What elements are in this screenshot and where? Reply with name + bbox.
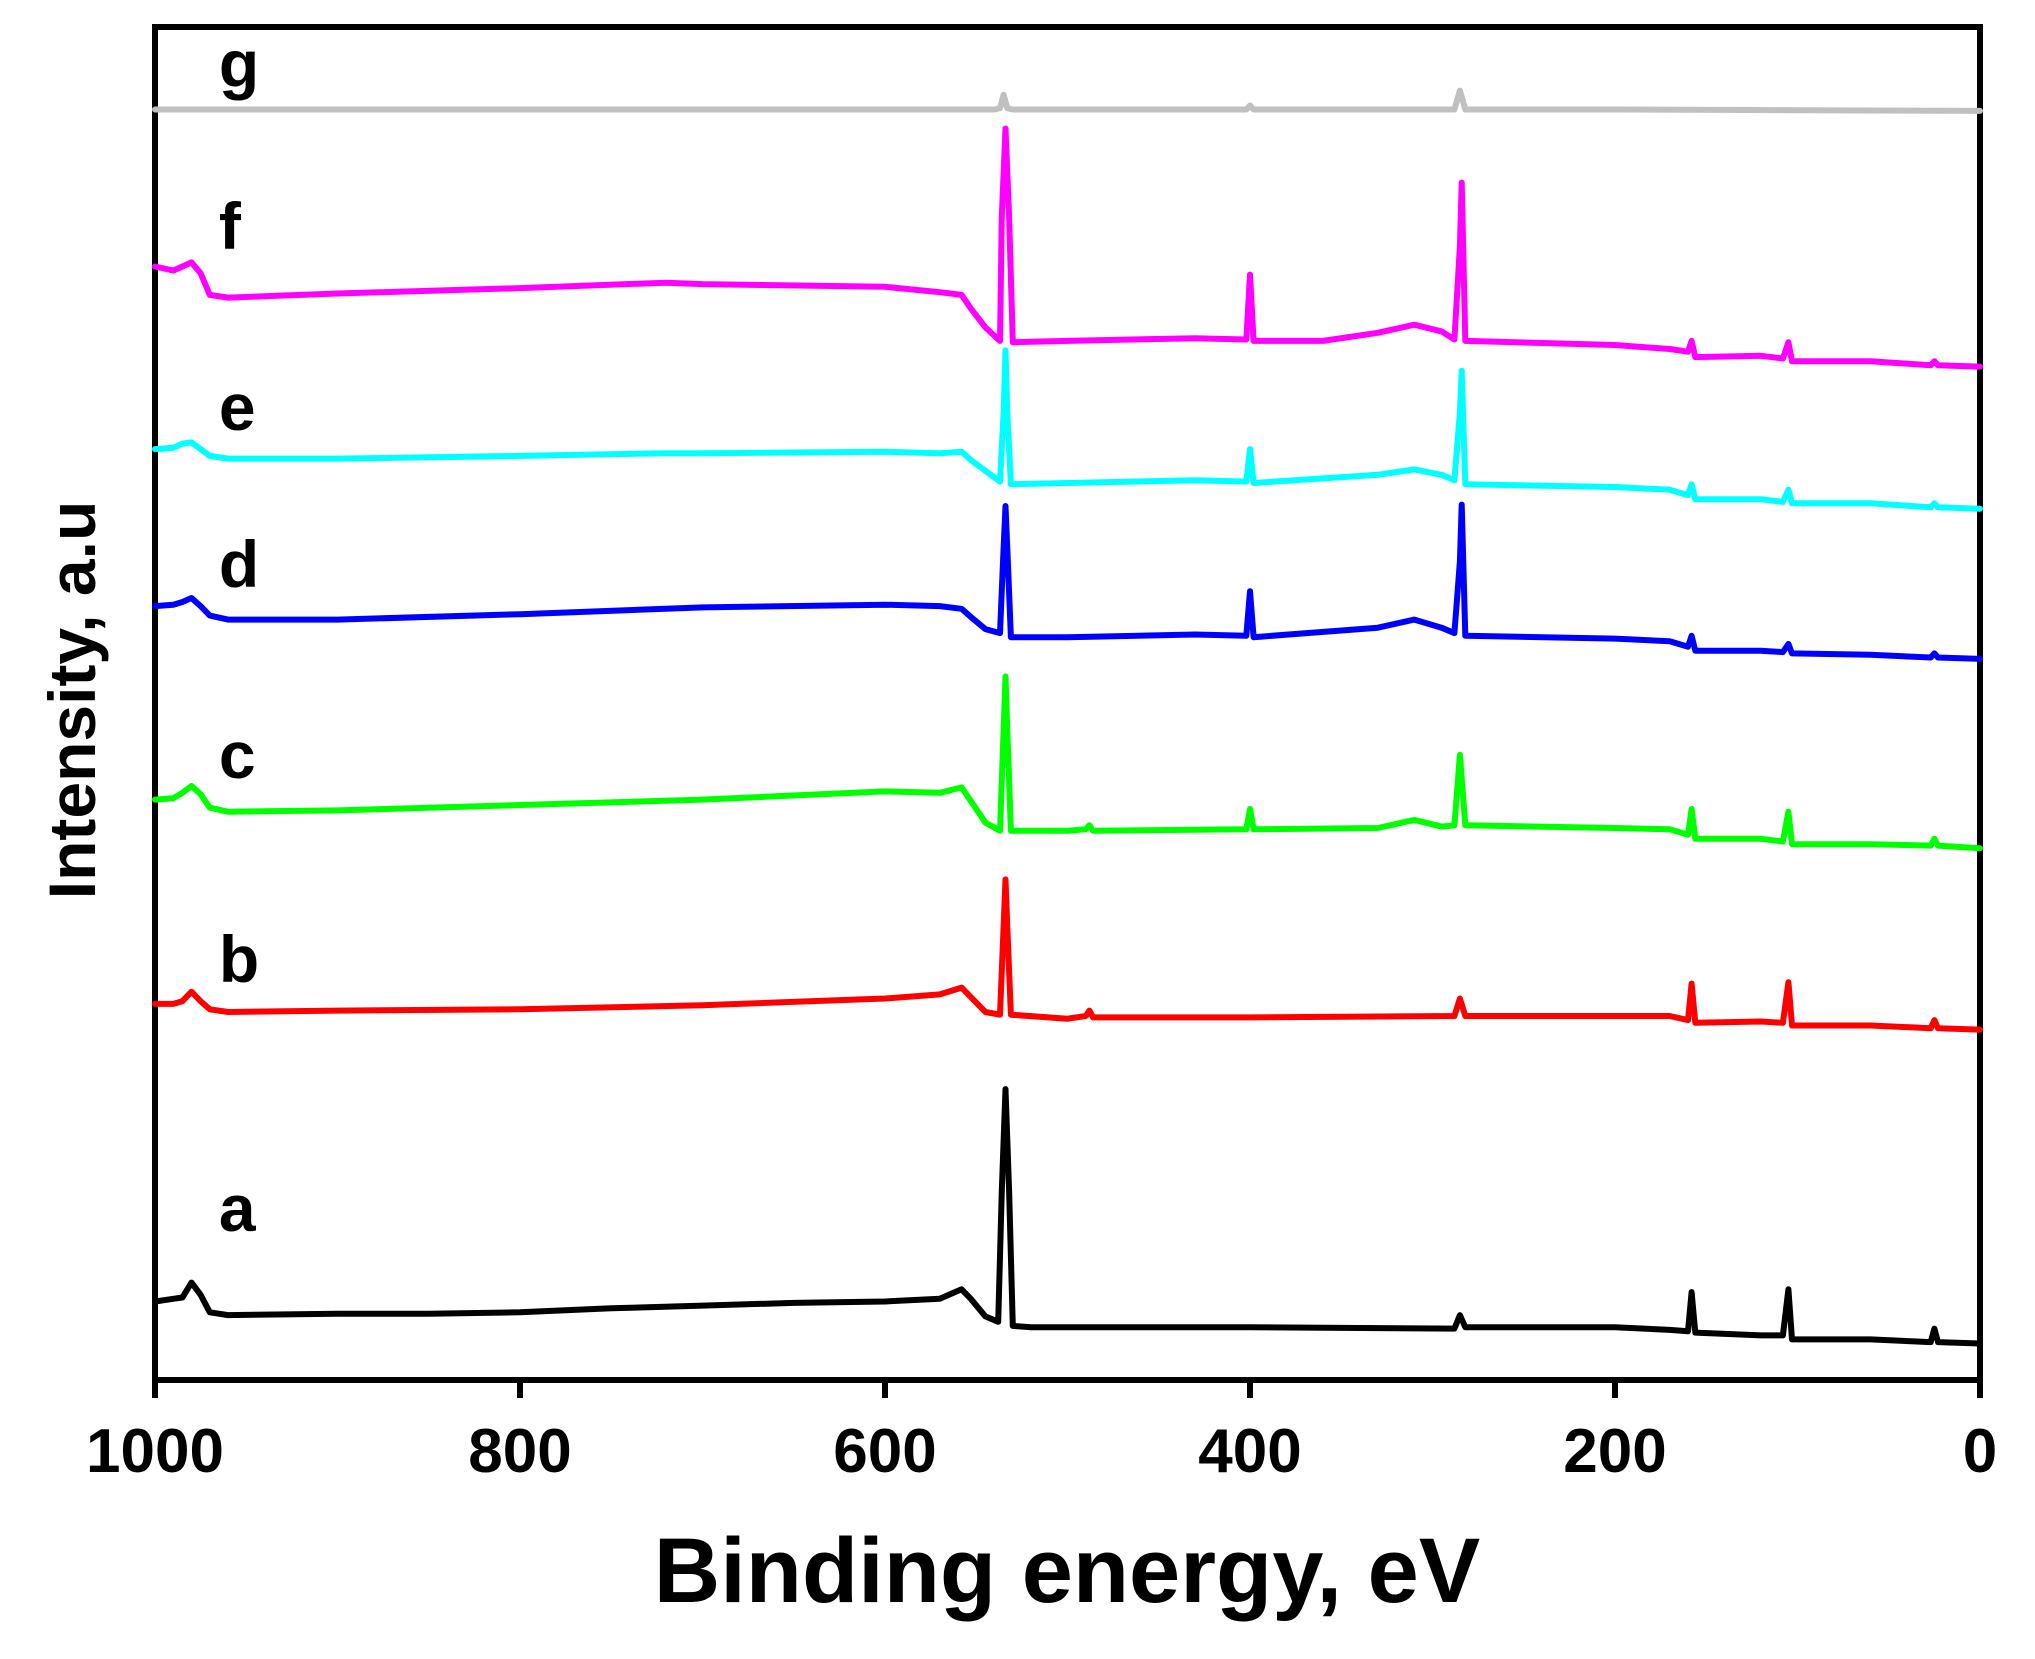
series-label-a: a bbox=[219, 1171, 257, 1245]
series-label-b: b bbox=[219, 922, 259, 996]
series-label-g: g bbox=[219, 27, 259, 101]
series-group bbox=[152, 87, 1983, 1347]
x-tick-label: 400 bbox=[1198, 1417, 1301, 1486]
series-label-c: c bbox=[219, 718, 256, 792]
series-labels: a b c d e f g bbox=[219, 27, 259, 1246]
plot-frame bbox=[152, 24, 1983, 1383]
series-line-f bbox=[152, 125, 1983, 370]
series-line-b bbox=[152, 876, 1983, 1033]
y-axis-title: Intensity, a.u bbox=[35, 501, 109, 900]
series-label-d: d bbox=[219, 527, 259, 601]
series-label-e: e bbox=[219, 370, 256, 444]
x-tick-label: 600 bbox=[833, 1417, 936, 1486]
series-line-d bbox=[152, 501, 1983, 662]
x-axis-title: Binding energy, eV bbox=[654, 1520, 1480, 1622]
x-tick-label: 200 bbox=[1563, 1417, 1666, 1486]
series-line-a bbox=[152, 1086, 1983, 1347]
x-tick-label: 800 bbox=[468, 1417, 571, 1486]
x-tick-label: 1000 bbox=[86, 1417, 224, 1486]
x-axis-ticks: 1000 800 600 400 200 0 bbox=[86, 1380, 1997, 1486]
x-tick-label: 0 bbox=[1963, 1417, 1997, 1486]
series-line-g bbox=[152, 87, 1983, 114]
series-line-c bbox=[152, 673, 1983, 852]
series-line-e bbox=[152, 347, 1983, 512]
series-label-f: f bbox=[219, 189, 242, 263]
